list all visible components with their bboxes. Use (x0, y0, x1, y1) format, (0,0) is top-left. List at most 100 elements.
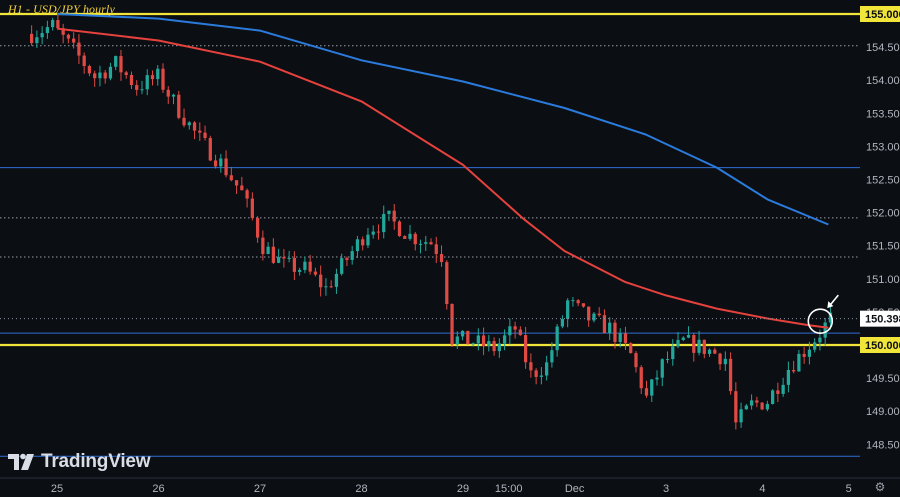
candle-body (35, 37, 39, 44)
price-tick-label: 154.000 (866, 75, 900, 87)
candle-body (150, 75, 155, 80)
price-tick-label: 149.000 (866, 406, 900, 418)
candle-body (376, 231, 381, 233)
candle-body (813, 342, 817, 350)
candle-body (40, 33, 44, 38)
candle-body (460, 330, 465, 337)
candle-body (371, 231, 375, 235)
price-tick-label: 151.500 (866, 241, 900, 253)
candle-body (108, 66, 113, 79)
candle-body (29, 33, 34, 44)
candle-body (655, 377, 659, 380)
candle-body (513, 326, 517, 330)
candle-body (161, 68, 165, 90)
candle-body (208, 138, 212, 161)
candle-body (581, 303, 586, 307)
key-level-price-tag (860, 337, 900, 353)
moving-average-red (56, 27, 829, 329)
time-tick-label: 27 (254, 483, 266, 495)
candle-body (518, 329, 522, 336)
candle-body (739, 409, 743, 423)
candle-body (471, 343, 475, 345)
candle-body (334, 273, 339, 287)
price-tick-label: 150.000 (865, 340, 900, 352)
candle-body (203, 132, 207, 139)
time-tick-label: 15:00 (495, 483, 523, 495)
candle-body (445, 262, 449, 305)
candle-body (497, 343, 501, 352)
key-level-price-tag (860, 6, 900, 22)
candle-body (455, 336, 459, 345)
candle-body (734, 391, 738, 423)
settings-gear-icon[interactable]: ⚙ (874, 480, 886, 494)
candle-body (539, 375, 544, 377)
candle-body (623, 333, 628, 344)
candle-body (250, 198, 254, 219)
annotation-arrow-head (827, 301, 834, 309)
time-tick-label: 3 (663, 483, 669, 495)
candle-body (744, 405, 748, 410)
candle-body (634, 353, 638, 368)
candle-body (124, 72, 128, 75)
candle-body (345, 258, 349, 260)
candle-body (319, 274, 323, 288)
candle-body (313, 271, 318, 275)
candle-body (240, 185, 244, 191)
candle-body (140, 89, 144, 91)
tradingview-wordmark: TradingView (41, 451, 151, 472)
candle-body (818, 337, 822, 343)
price-tick-label: 152.000 (866, 208, 900, 220)
candle-body (508, 326, 512, 336)
time-tick-label: 5 (846, 483, 852, 495)
candle-body (702, 339, 706, 354)
candle-body (45, 27, 50, 34)
candle-body (434, 244, 438, 255)
last-price-tag (860, 310, 900, 327)
candle-body (545, 362, 549, 376)
candle-body (308, 261, 312, 272)
candle-body (760, 402, 764, 410)
candle-body (397, 221, 402, 237)
candle-body (129, 74, 134, 86)
candle-body (350, 251, 354, 260)
candle-body (103, 72, 107, 79)
candle-body (192, 122, 197, 131)
candle-body (665, 359, 670, 361)
candle-body (707, 349, 712, 354)
candle-body (476, 335, 480, 344)
candle-body (492, 341, 496, 352)
candle-body (723, 358, 727, 365)
price-axis-panel (860, 0, 900, 478)
candle-body (592, 313, 596, 321)
moving-average-blue (56, 13, 829, 226)
candle-body (87, 66, 92, 74)
candle-body (550, 350, 554, 363)
candle-body (424, 242, 428, 244)
candle-body (529, 362, 533, 371)
candle-body (613, 322, 617, 342)
candle-body (382, 214, 386, 233)
candle-body (713, 349, 717, 354)
candle-body (219, 158, 223, 167)
candle-body (671, 346, 675, 360)
candle-body (755, 400, 759, 403)
candle-body (213, 160, 218, 167)
candle-body (823, 322, 827, 338)
candle-body (77, 42, 81, 56)
candle-body (781, 384, 785, 394)
candle-body (681, 337, 685, 340)
time-tick-label: 4 (759, 483, 765, 495)
price-tick-label: 153.000 (866, 141, 900, 153)
candle-body (355, 239, 360, 252)
candle-body (51, 20, 55, 28)
candle-body (287, 257, 291, 259)
candle-body (660, 359, 664, 378)
candle-body (98, 72, 102, 79)
candle-body (271, 246, 275, 263)
candle-body (429, 242, 433, 245)
tradingview-logo: TradingView (8, 451, 151, 473)
price-tick-label: 152.500 (866, 175, 900, 187)
candle-body (676, 339, 680, 347)
